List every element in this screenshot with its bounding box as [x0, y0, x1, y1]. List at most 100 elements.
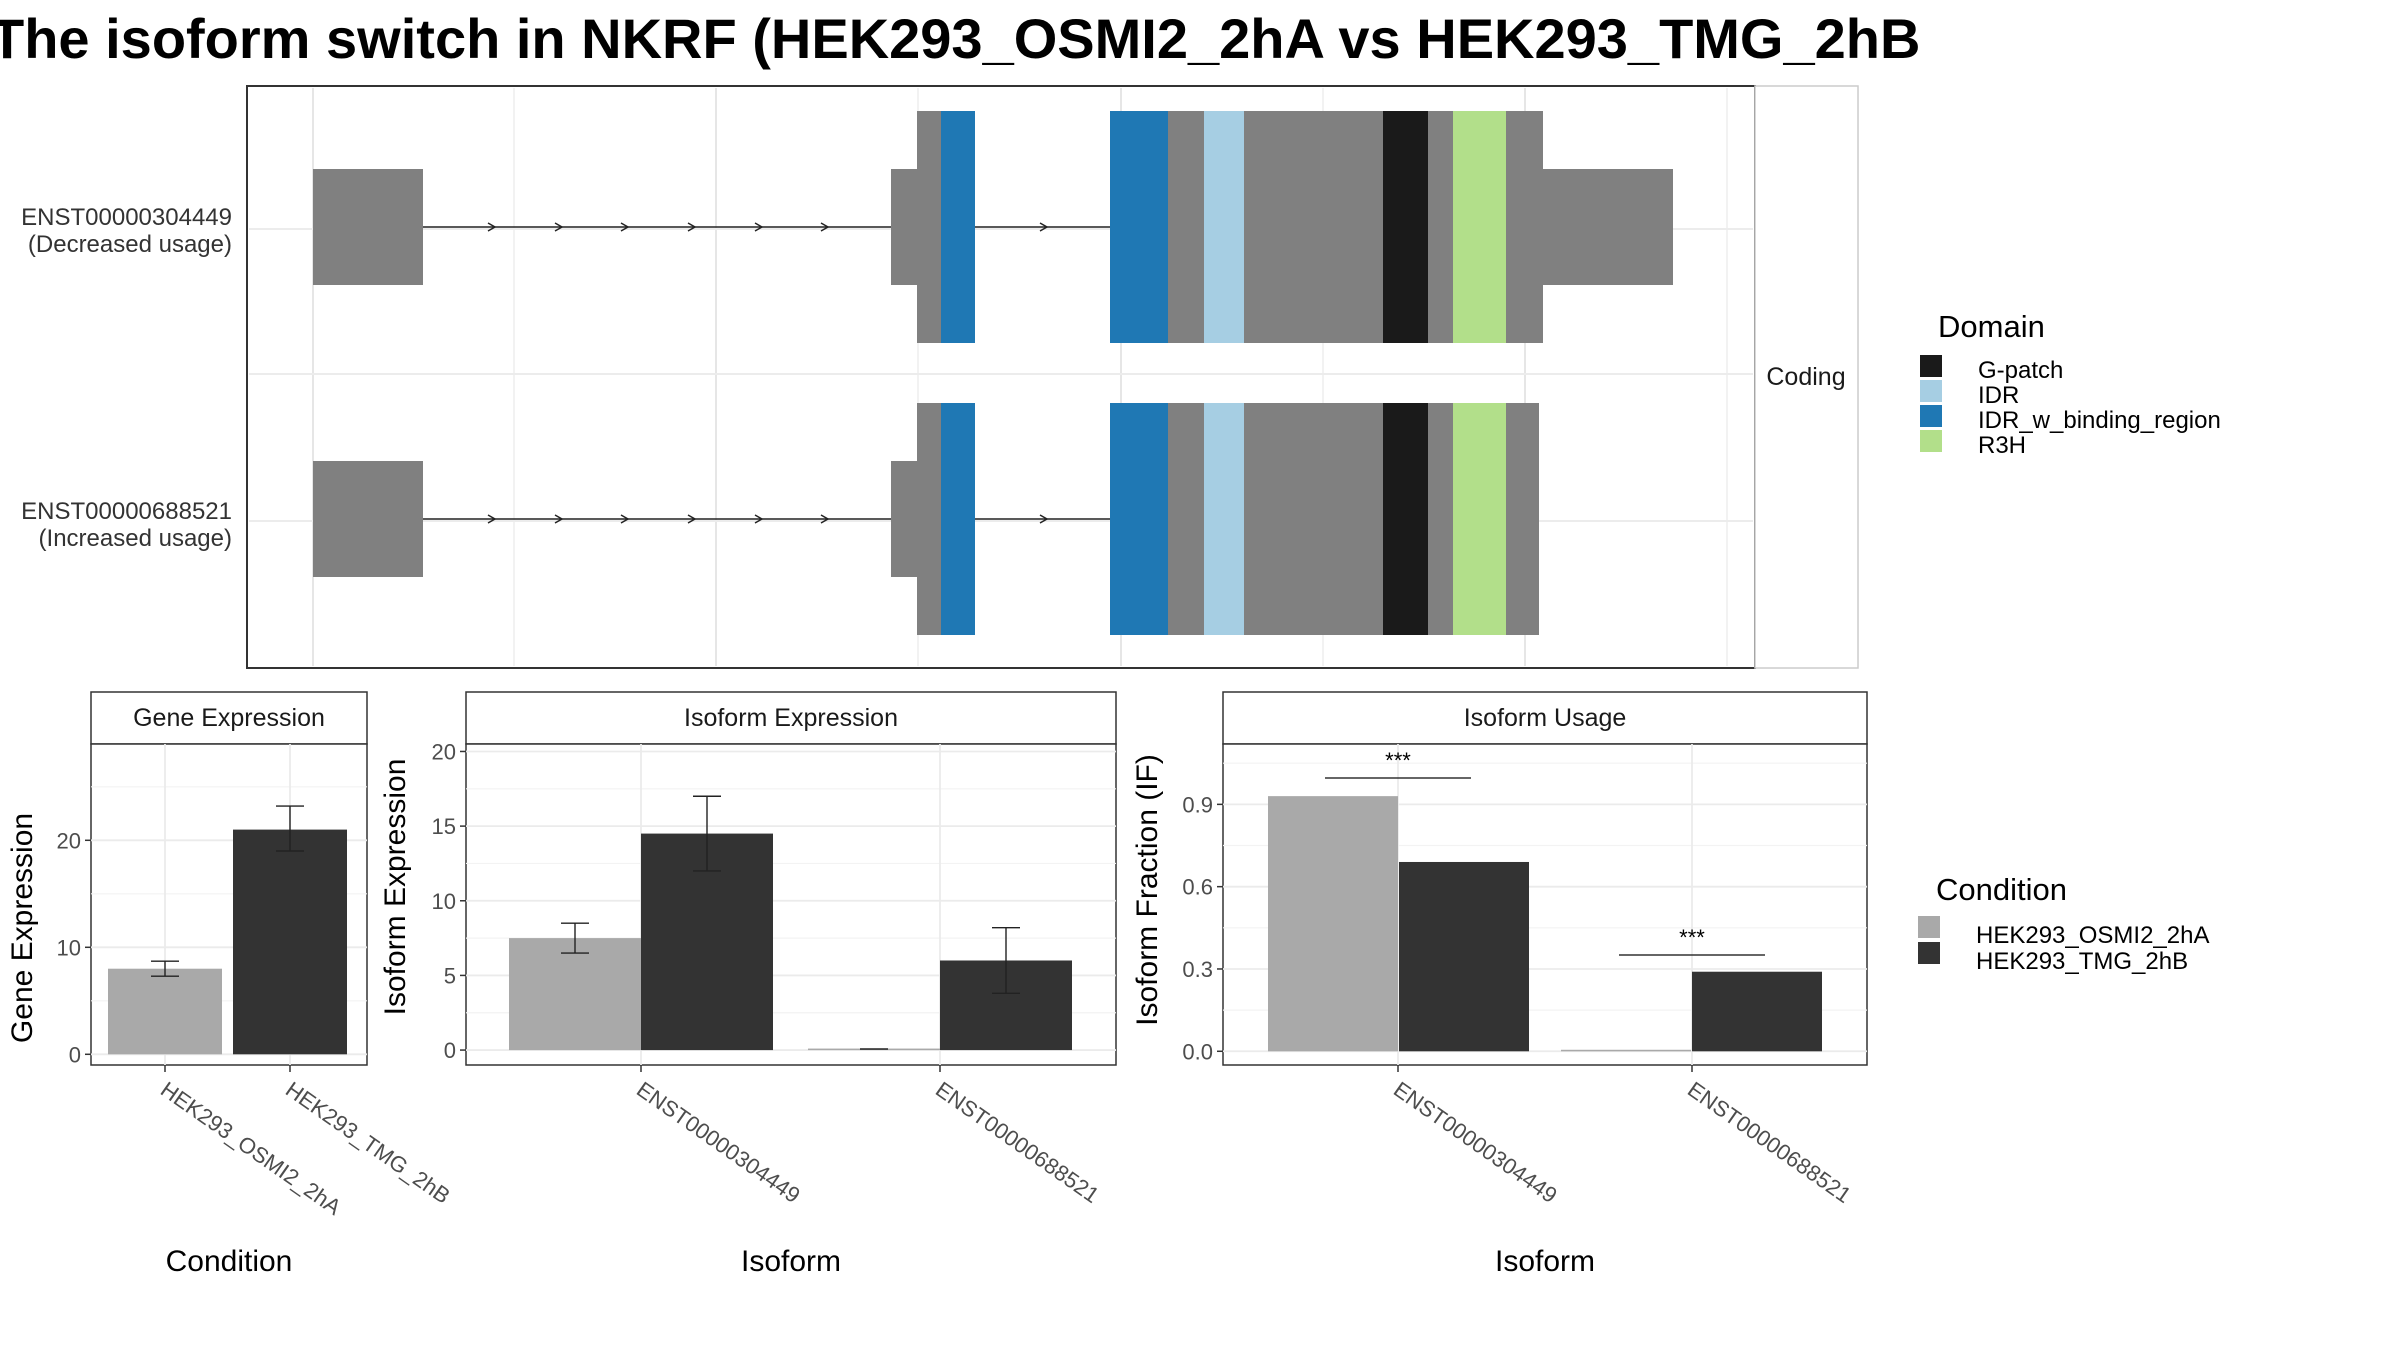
domain-idr-w-binding-region: [941, 403, 975, 635]
utr-exon: [1543, 169, 1673, 285]
domain-legend-key: [1920, 355, 1942, 377]
domain-r3h: [1453, 111, 1506, 343]
x-tick-label: ENST00000304449: [632, 1077, 805, 1208]
y-tick-label: 0.3: [1182, 957, 1213, 982]
intron-arrow: [620, 514, 630, 524]
x-tick-label: ENST00000304449: [1389, 1077, 1562, 1208]
intron-arrow: [687, 514, 697, 524]
intron-arrow: [554, 222, 564, 232]
y-tick-label: 0.9: [1182, 792, 1213, 817]
legend-label-r3h: R3H: [1978, 432, 2026, 459]
isoform-usage-strip: [1222, 691, 1868, 745]
gene-expression-strip-label: Gene Expression: [133, 704, 325, 732]
x-tick-label: ENST00000688521: [1683, 1077, 1856, 1208]
bar: [1399, 861, 1529, 1052]
gene-structure-panel: Coding ENST00000304449 (Decreased usage)…: [21, 85, 1859, 669]
intron-arrow: [487, 222, 497, 232]
condition-legend-label-b: HEK293_TMG_2hB: [1976, 948, 2188, 975]
domain-idr-w-binding-region: [1110, 403, 1168, 635]
legend-label-idr: IDR: [1978, 382, 2019, 409]
domain-idr: [1204, 403, 1244, 635]
intron-arrow: [554, 514, 564, 524]
condition-legend-label-a: HEK293_OSMI2_2hA: [1976, 922, 2209, 949]
coding-exon: [1168, 403, 1204, 635]
isoform-usage-xlabel: Isoform: [1495, 1245, 1595, 1278]
utr-exon: [891, 169, 917, 285]
domain-r3h: [1453, 403, 1506, 635]
utr-exon: [313, 169, 423, 285]
coding-exon: [1168, 111, 1204, 343]
domain-idr: [1204, 111, 1244, 343]
coding-exon: [1244, 111, 1383, 343]
isoform-expression-xlabel: Isoform: [741, 1245, 841, 1278]
legend-label-g-patch: G-patch: [1978, 357, 2063, 384]
isoform-expression-panel: Isoform Expression Isoform Expression Is…: [379, 691, 1117, 1278]
transcript-tracks: [313, 111, 1673, 635]
bar: [108, 968, 222, 1055]
condition-legend: Condition HEK293_OSMI2_2hA HEK293_TMG_2h…: [1918, 872, 2209, 975]
facet-strip: [1754, 85, 1859, 669]
transcript-track: [313, 111, 1673, 343]
significance-label: ***: [1385, 748, 1411, 773]
transcript-track: [313, 403, 1539, 635]
isoform-expression-strip-label: Isoform Expression: [684, 704, 898, 732]
y-tick-label: 15: [432, 814, 456, 839]
intron-arrow: [820, 514, 830, 524]
domain-g-patch: [1383, 403, 1428, 635]
domain-idr-w-binding-region: [1110, 111, 1168, 343]
gene-expression-xlabel: Condition: [166, 1245, 293, 1278]
isoform-usage-strip-label: Isoform Usage: [1464, 704, 1627, 732]
y-tick-label: 0.0: [1182, 1039, 1213, 1064]
intron-arrow: [687, 222, 697, 232]
facet-label: Coding: [1766, 363, 1845, 391]
isoform-expression-ylabel: Isoform Expression: [379, 759, 412, 1016]
y-tick-label: 10: [432, 889, 456, 914]
coding-exon: [917, 111, 941, 343]
intron-arrow: [1039, 222, 1049, 232]
y-tick-label: 20: [57, 828, 81, 853]
coding-exon: [917, 403, 941, 635]
coding-exon: [1428, 403, 1453, 635]
transcript-label-2: ENST00000688521: [21, 498, 232, 525]
y-tick-label: 0: [69, 1042, 81, 1067]
bar: [509, 938, 641, 1051]
domain-idr-w-binding-region: [941, 111, 975, 343]
gene-expression-ylabel: Gene Expression: [6, 813, 39, 1043]
coding-exon: [1506, 111, 1543, 343]
legend-label-idr-w-binding-region: IDR_w_binding_region: [1978, 407, 2221, 434]
bar: [233, 829, 347, 1055]
intron-arrow: [820, 222, 830, 232]
y-tick-label: 5: [444, 963, 456, 988]
bar: [1561, 1049, 1691, 1052]
coding-exon: [1244, 403, 1383, 635]
domain-legend-key: [1920, 430, 1942, 452]
coding-exon: [1428, 111, 1453, 343]
condition-legend-key: [1918, 916, 1940, 938]
intron-arrow: [754, 514, 764, 524]
domain-legend-title: Domain: [1938, 309, 2045, 344]
coding-exon: [1506, 403, 1539, 635]
intron-arrow: [754, 222, 764, 232]
bar: [1692, 971, 1822, 1052]
transcript-sublabel-2: (Increased usage): [39, 525, 232, 552]
bar: [1268, 796, 1398, 1052]
utr-exon: [313, 461, 423, 577]
transcript-sublabel-1: (Decreased usage): [28, 231, 232, 258]
figure-title: The isoform switch in NKRF (HEK293_OSMI2…: [0, 7, 1920, 70]
intron-arrow: [620, 222, 630, 232]
utr-exon: [891, 461, 917, 577]
domain-legend-key: [1920, 405, 1942, 427]
y-tick-label: 20: [432, 739, 456, 764]
isoform-usage-ylabel: Isoform Fraction (IF): [1131, 754, 1164, 1026]
y-tick-label: 10: [57, 935, 81, 960]
transcript-label-1: ENST00000304449: [21, 204, 232, 231]
gene-expression-panel: Gene Expression Gene Expression Conditio…: [6, 691, 455, 1278]
intron-arrow: [487, 514, 497, 524]
significance-label: ***: [1679, 925, 1705, 950]
intron-arrow: [1039, 514, 1049, 524]
condition-legend-key: [1918, 942, 1940, 964]
isoform-usage-panel: Isoform Usage Isoform Fraction (IF) Isof…: [1131, 691, 1868, 1278]
isoform-expression-strip: [465, 691, 1117, 745]
domain-legend: Domain G-patch IDR IDR_w_binding_region …: [1920, 309, 2221, 459]
